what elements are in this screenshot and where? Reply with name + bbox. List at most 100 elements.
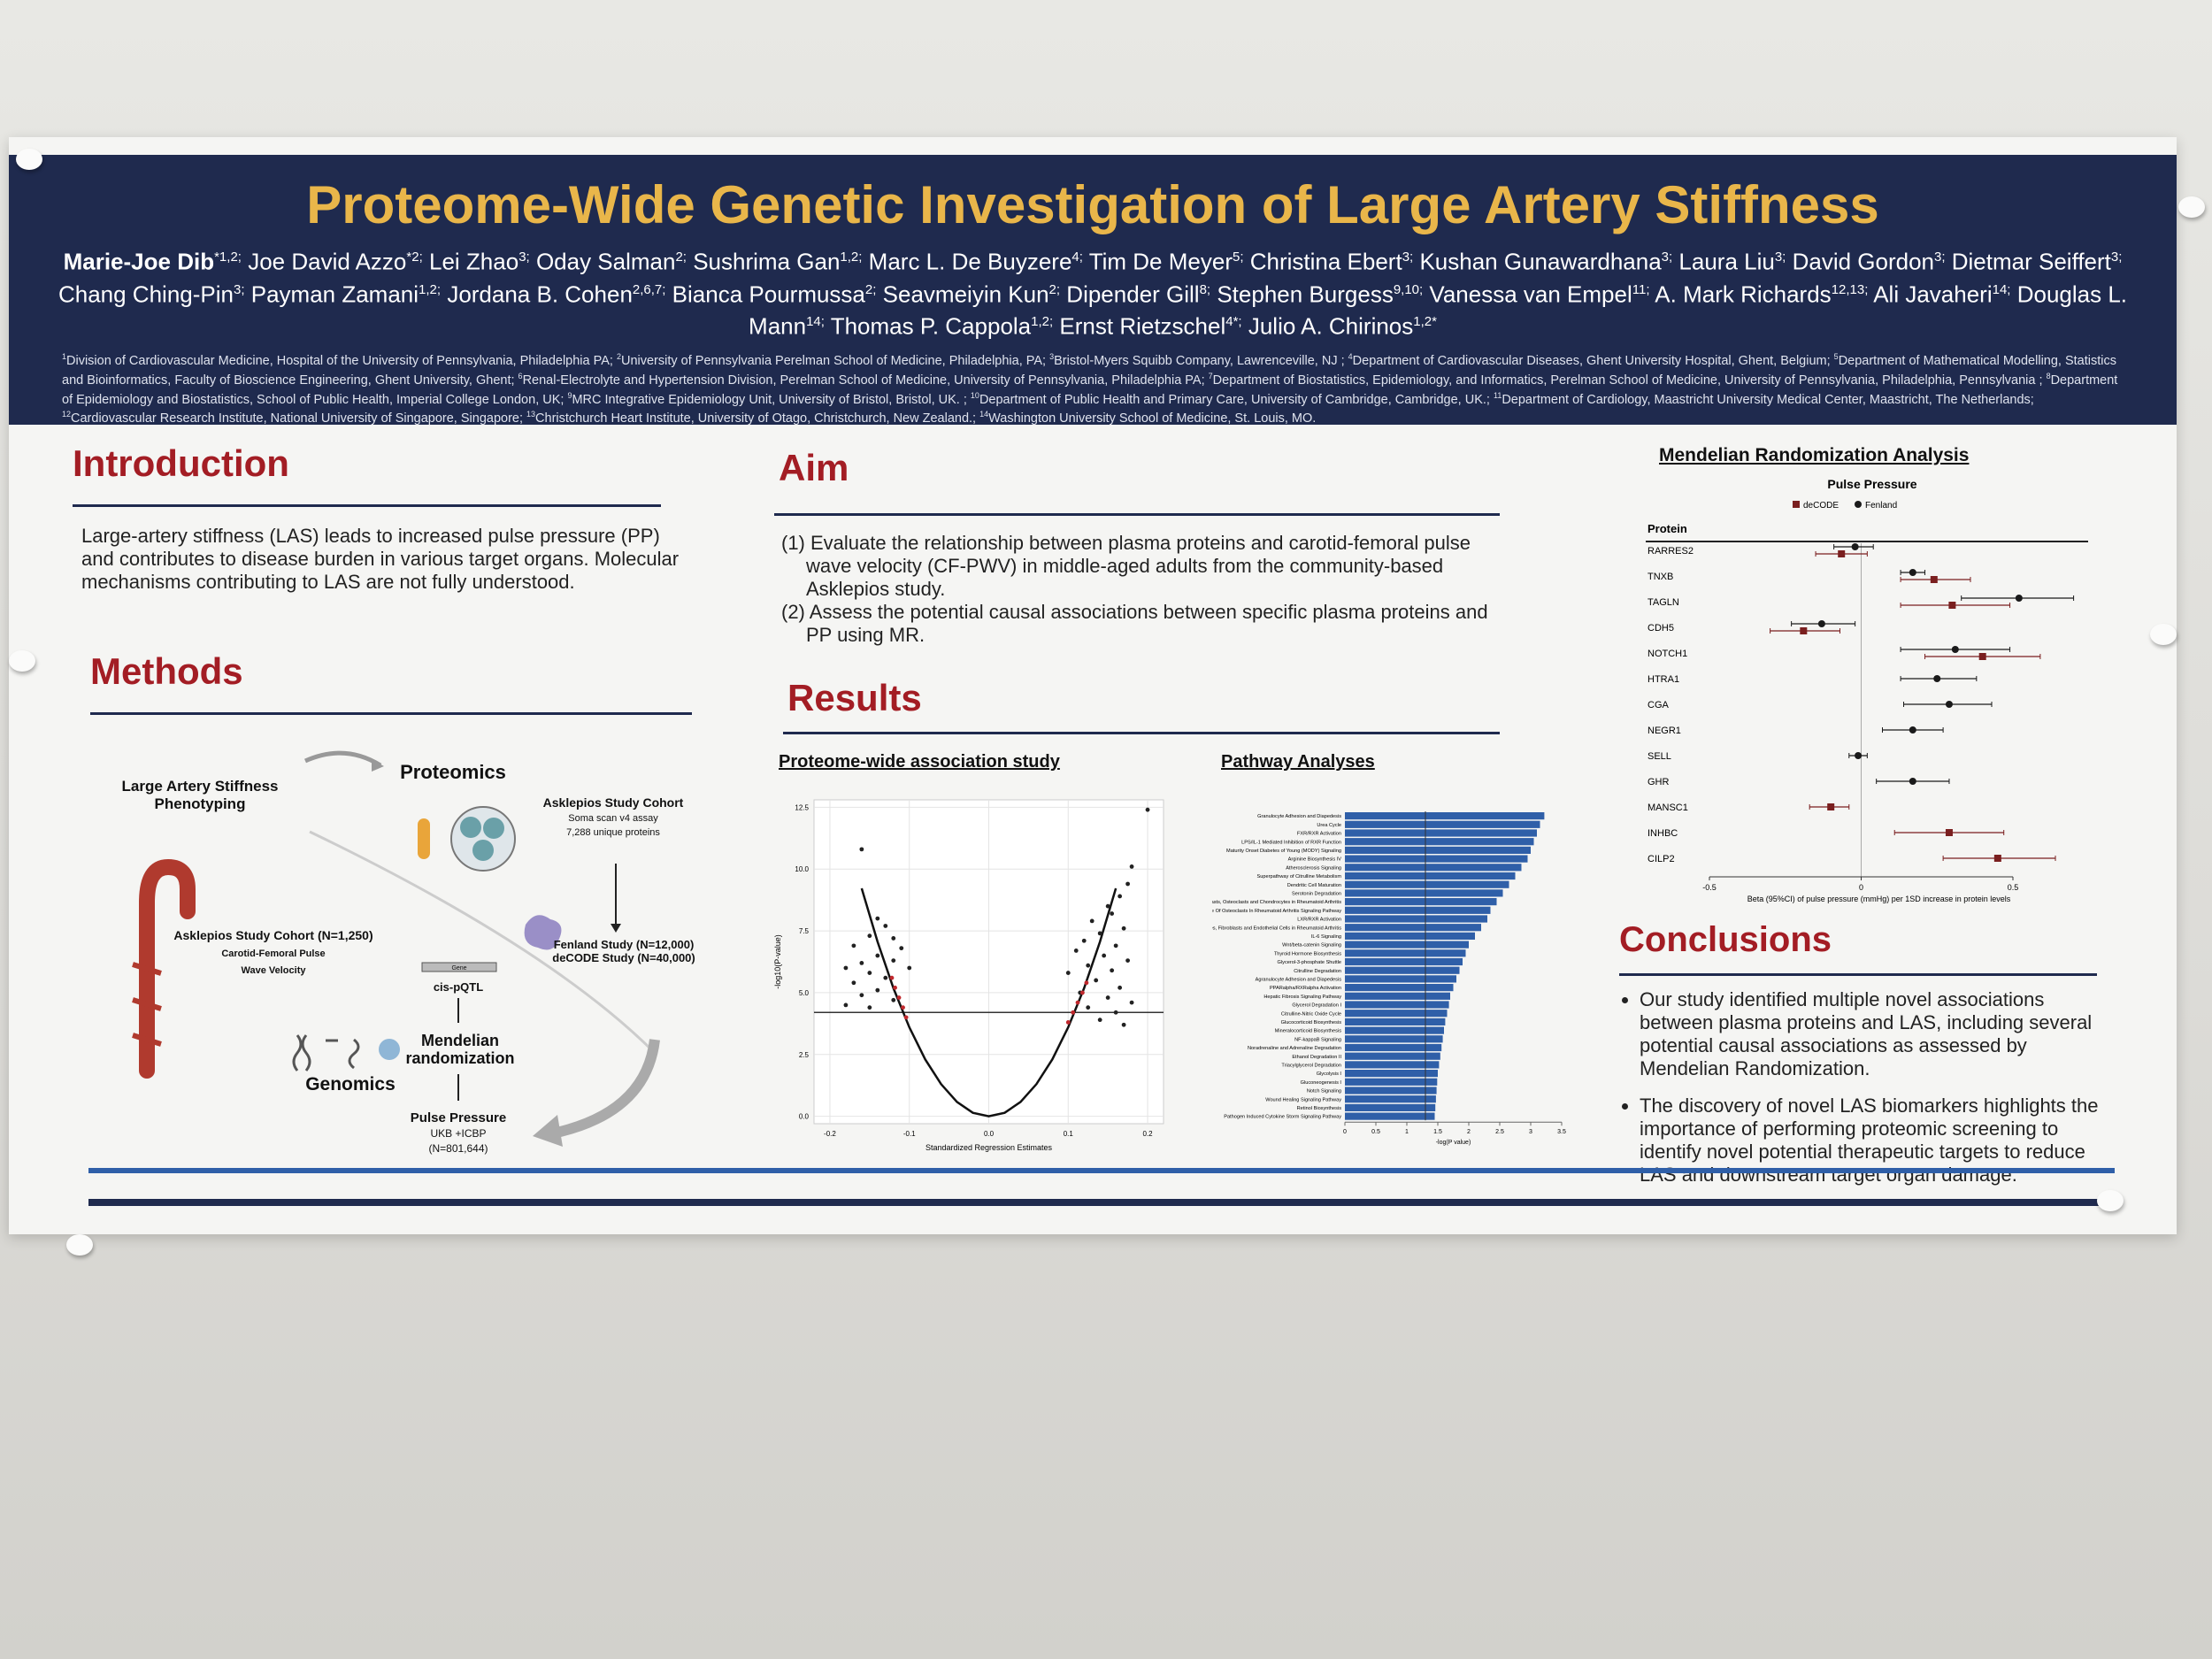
row-label: GHR <box>1647 777 1670 787</box>
bar-label: Glycerol-3-phosphate Shuttle <box>1278 960 1341 965</box>
y-tick-label: 5.0 <box>799 989 810 997</box>
point <box>1081 938 1087 943</box>
bar-label: Pathogen Induced Cytokine Storm Signalin… <box>1224 1115 1341 1120</box>
point <box>859 847 864 852</box>
author-affiliation: 5; <box>1232 250 1244 265</box>
point <box>1838 550 1846 557</box>
point <box>1065 1020 1071 1025</box>
bar-label: Hepatic Fibrosis Signaling Pathway <box>1263 995 1341 1000</box>
affiliation-number: 2 <box>616 352 621 361</box>
chart-subtitle: Pulse Pressure <box>1827 477 1916 491</box>
y-tick-label: 10.0 <box>795 865 809 873</box>
affiliation-number: 9 <box>567 390 572 400</box>
pathway-chart: Granulocyte Adhesion and Diapedesis Urea … <box>1212 811 1566 1146</box>
conclusion-item: Our study identified multiple novel asso… <box>1640 988 2101 1080</box>
author-name: Dietmar Seiffert <box>1951 248 2111 275</box>
pin <box>16 149 42 170</box>
author-name: Payman Zamani <box>250 280 419 308</box>
y-tick-label: 2.5 <box>799 1051 810 1059</box>
author-affiliation: 3; <box>1661 250 1673 265</box>
affiliation-text: Division of Cardiovascular Medicine, Hos… <box>66 353 613 368</box>
diagram-label: Fenland Study (N=12,000) <box>554 938 695 951</box>
author-name: Oday Salman <box>535 248 676 275</box>
author-affiliation: 3; <box>233 281 245 297</box>
bar <box>1345 1095 1436 1103</box>
author-name: Ernst Rietzschel <box>1059 312 1226 340</box>
affiliation-number: 7 <box>1208 371 1213 380</box>
bar <box>1345 864 1522 872</box>
point <box>1993 855 2001 862</box>
diagram-label: Genomics <box>305 1074 396 1094</box>
point <box>1118 985 1123 990</box>
bar-label: Role of Macrophages, Fibroblasts and End… <box>1212 926 1341 931</box>
point <box>875 987 880 993</box>
author-affiliation: 2; <box>1048 281 1061 297</box>
diagram-label: randomization <box>405 1049 514 1067</box>
y-tick-label: 7.5 <box>799 927 810 935</box>
bar-label: Triacylglycerol Degradation <box>1281 1064 1341 1069</box>
point <box>1094 978 1099 983</box>
author-affiliation: 11; <box>1632 281 1650 297</box>
bar-label: IL-6 Signaling <box>1311 934 1341 940</box>
author-affiliation: 8; <box>1199 281 1211 297</box>
bar <box>1345 1112 1435 1120</box>
author-affiliation: 1,2; <box>840 250 863 265</box>
bar <box>1345 1035 1443 1043</box>
header: Proteome-Wide Genetic Investigation of L… <box>9 155 2177 426</box>
legend-label: Fenland <box>1865 501 1897 511</box>
point <box>867 1005 872 1010</box>
diagram-label: 7,288 unique proteins <box>566 827 660 838</box>
affiliation-text: Department of Epidemiology and Biostatis… <box>62 373 2118 407</box>
bar <box>1345 855 1528 863</box>
affiliation-text: University of Pennsylvania Perelman Scho… <box>620 353 1047 368</box>
author-name: Marie-Joe Dib <box>63 248 215 275</box>
diagram-label: Asklepios Study Cohort <box>543 795 684 810</box>
poster: Proteome-Wide Genetic Investigation of L… <box>9 137 2177 1234</box>
diagram-label: UKB +ICBP <box>430 1127 486 1140</box>
point <box>883 975 888 980</box>
x-tick-label: 2.5 <box>1495 1129 1504 1135</box>
bar <box>1345 984 1454 992</box>
volcano-plot: 0.0 2.5 5.0 7.5 10.0 12.5 -0.2 -0.1 0.0 0.1 0.2 Sta… <box>773 799 1164 1152</box>
bar <box>1345 924 1481 932</box>
bar-label: Retinol Biosynthesis <box>1297 1106 1342 1111</box>
rule <box>73 504 661 507</box>
author-name: A. Mark Richards <box>1655 280 1832 308</box>
bar-label: Glycerol Degradation I <box>1292 1003 1341 1009</box>
bar-label: Thyroid Hormone Biosynthesis <box>1274 951 1341 956</box>
point <box>1129 1000 1134 1005</box>
x-axis-label: Standardized Regression Estimates <box>926 1143 1053 1152</box>
bar-label: LXR/RXR Activation <box>1297 918 1341 923</box>
affiliation-text: Bristol-Myers Squibb Company, Lawrencevi… <box>1054 353 1345 368</box>
section-heading: Results <box>787 677 922 718</box>
rule <box>1619 973 2097 976</box>
author-affiliation: *1,2; <box>214 250 242 265</box>
bar <box>1345 1052 1440 1060</box>
bar-label: Dendritic Cell Maturation <box>1287 883 1341 888</box>
diagram-label: (N=801,644) <box>428 1142 488 1155</box>
diagram-label: Soma scan v4 assay <box>568 813 658 824</box>
dna <box>292 1034 360 1071</box>
diagram-label: Gene <box>451 965 466 972</box>
bar-label: Ethanol Degradation II <box>1292 1055 1341 1060</box>
bar-label: Arginine Biosynthesis IV <box>1288 857 1342 863</box>
pin <box>2150 624 2177 645</box>
authors: Marie-Joe Dib*1,2; Joe David Azzo*2; Lei… <box>44 243 2141 341</box>
bar <box>1345 838 1534 846</box>
bar <box>1345 906 1491 914</box>
point <box>1102 953 1107 958</box>
diagram-label: deCODE Study (N=40,000) <box>552 951 695 964</box>
bar <box>1345 889 1503 897</box>
author-affiliation: 1,2; <box>419 281 442 297</box>
point <box>859 993 864 998</box>
point <box>843 1002 849 1008</box>
affiliations: 1Division of Cardiovascular Medicine, Ho… <box>62 349 2124 426</box>
x-axis-label: Beta (95%CI) of pulse pressure (mmHg) pe… <box>1747 895 2011 903</box>
author-affiliation: 2,6,7; <box>632 281 666 297</box>
x-tick-label: 0.5 <box>1371 1129 1380 1135</box>
author-name: Tim De Meyer <box>1088 248 1233 275</box>
point <box>1110 911 1115 916</box>
tube <box>418 818 430 859</box>
author-affiliation: 1,2; <box>1031 314 1054 330</box>
bar-label: Notch Signaling <box>1307 1089 1341 1094</box>
